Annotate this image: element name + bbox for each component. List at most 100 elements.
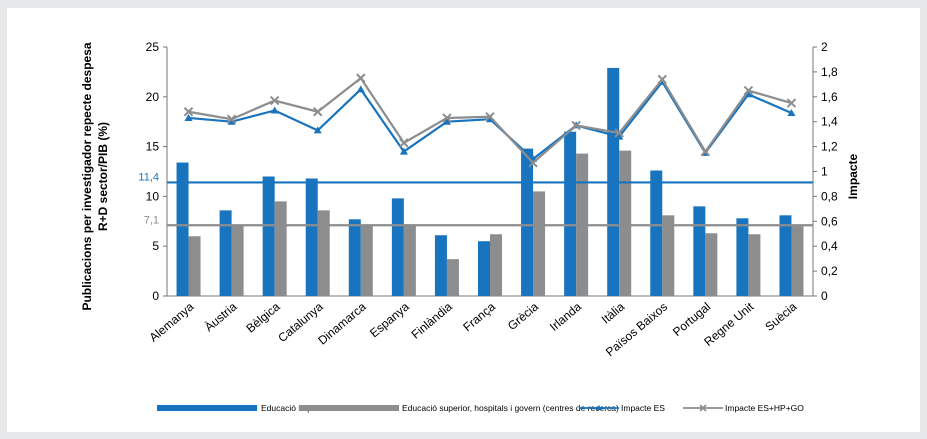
right-tick-label: 1,2 bbox=[821, 140, 838, 154]
marker-triangle bbox=[227, 117, 236, 125]
bar-es-hp-go bbox=[490, 234, 502, 296]
legend: Educació superior Educació superior, hosp… bbox=[157, 403, 804, 413]
right-tick-label: 2 bbox=[821, 40, 828, 54]
category-label: Espanya bbox=[367, 299, 412, 340]
category-label: França bbox=[460, 299, 498, 334]
marker-x bbox=[442, 113, 452, 123]
marker-x bbox=[700, 146, 711, 157]
bar-es-hp-go bbox=[705, 233, 718, 296]
bar-educacio-superior bbox=[779, 215, 792, 296]
bar-educacio-superior bbox=[478, 241, 490, 296]
marker-x bbox=[571, 120, 581, 131]
left-tick-label: 25 bbox=[146, 40, 160, 54]
legend-marker-triangle bbox=[596, 405, 602, 410]
right-tick-label: 0,6 bbox=[821, 214, 838, 228]
marker-x bbox=[313, 107, 323, 117]
bar-educacio-superior bbox=[305, 178, 318, 296]
bar-educacio-superior bbox=[434, 235, 447, 296]
bar-es-hp-go bbox=[662, 215, 675, 296]
reference-line-label: 11,4 bbox=[138, 171, 159, 183]
axis-labels: Alemanya Àustria BèlgicaCatalunyaDinamarca… bbox=[80, 42, 860, 359]
left-tick-label: 5 bbox=[152, 239, 159, 253]
bar-educacio-superior bbox=[348, 219, 361, 296]
bar-es-hp-go bbox=[360, 225, 373, 296]
right-tick-label: 0,2 bbox=[821, 264, 838, 278]
marker-x bbox=[356, 73, 366, 83]
bar-educacio-superior bbox=[219, 210, 232, 296]
bar-educacio-superior bbox=[693, 206, 706, 296]
left-tick-label: 15 bbox=[146, 140, 160, 154]
marker-x bbox=[485, 112, 495, 122]
marker-triangle bbox=[787, 108, 796, 116]
bar-es-hp-go bbox=[446, 259, 459, 296]
marker-triangle bbox=[615, 132, 624, 140]
marker-triangle bbox=[356, 85, 365, 93]
marker-triangle bbox=[399, 147, 408, 155]
right-tick-label: 1,8 bbox=[821, 65, 838, 79]
bar-educacio-superior bbox=[176, 162, 189, 296]
bar-educacio-superior bbox=[521, 148, 534, 296]
marker-x bbox=[786, 98, 797, 108]
marker-triangle bbox=[313, 126, 322, 134]
marker-x bbox=[614, 128, 624, 138]
legend-label-impacte-es-hp-go: Impacte ES+HP+GO bbox=[725, 403, 804, 413]
bar-es-hp-go bbox=[188, 236, 201, 296]
right-tick-label: 0,8 bbox=[821, 189, 838, 203]
marker-x bbox=[399, 138, 409, 148]
bar-es-hp-go bbox=[533, 191, 546, 296]
category-label: Irlanda bbox=[547, 299, 584, 334]
bar-educacio-superior bbox=[262, 176, 275, 296]
bar-educacio-superior bbox=[736, 218, 749, 296]
legend-swatch-educacio-superior bbox=[157, 405, 257, 411]
reference-lines: 11,4 7,1 bbox=[138, 171, 813, 227]
combo-chart: 0 5 10 15 20 25 0 0,2 0,4 0,6 0,8 1 1,2 1,4 1,6 1,8 2 11… bbox=[80, 40, 860, 413]
marker-x bbox=[528, 158, 538, 168]
bar-educacio-superior bbox=[650, 170, 663, 296]
bar-es-hp-go bbox=[791, 226, 804, 296]
reference-line-label: 7,1 bbox=[144, 214, 159, 226]
chart-panel: 0 5 10 15 20 25 0 0,2 0,4 0,6 0,8 1 1,2 1,4 1,6 1,8 2 11… bbox=[7, 8, 920, 432]
legend-label-impacte-es: Impacte ES bbox=[621, 403, 665, 413]
category-label: Alemanya bbox=[147, 299, 197, 344]
left-tick-label: 0 bbox=[152, 289, 159, 303]
marker-triangle bbox=[184, 113, 193, 121]
legend-swatch-es-hp-go bbox=[299, 405, 399, 411]
y-axis-title-left: Publicacions per investigador repecte de… bbox=[80, 42, 94, 310]
marker-x bbox=[743, 85, 754, 96]
bar-es-hp-go bbox=[748, 234, 761, 296]
marker-x bbox=[269, 95, 280, 106]
impact-lines bbox=[183, 73, 797, 168]
category-label: Bèlgica bbox=[243, 299, 282, 335]
marker-x bbox=[183, 107, 194, 117]
right-tick-label: 1,4 bbox=[821, 115, 838, 129]
category-label: Itàlia bbox=[599, 299, 628, 326]
bar-educacio-superior bbox=[564, 131, 577, 296]
category-label: Finlàndia bbox=[409, 299, 456, 341]
left-tick-label: 10 bbox=[146, 189, 160, 203]
bar-es-hp-go bbox=[317, 210, 330, 296]
right-tick-label: 0 bbox=[821, 289, 828, 303]
y-axis-title-left-line2: R+D sector/PIB (%) bbox=[96, 122, 110, 231]
legend-label-educacio-superior: Educació superior bbox=[261, 403, 329, 413]
category-label: Suècia bbox=[762, 299, 799, 334]
bar-es-hp-go bbox=[403, 224, 416, 296]
right-tick-label: 1 bbox=[821, 165, 828, 179]
right-tick-label: 1,6 bbox=[821, 90, 838, 104]
left-tick-label: 20 bbox=[146, 90, 160, 104]
category-label: Dinamarca bbox=[315, 299, 369, 347]
right-tick-label: 0,4 bbox=[821, 239, 838, 253]
bar-es-hp-go bbox=[619, 150, 632, 296]
bar-es-hp-go bbox=[274, 201, 287, 296]
marker-triangle bbox=[270, 106, 279, 114]
category-label: Àustria bbox=[201, 299, 240, 335]
bars bbox=[176, 67, 804, 296]
marker-x bbox=[657, 74, 667, 85]
marker-x bbox=[226, 114, 237, 124]
legend-marker-x bbox=[699, 404, 707, 412]
marker-triangle bbox=[744, 90, 753, 98]
y-axis-title-right: Impacte bbox=[846, 154, 860, 200]
marker-triangle bbox=[442, 117, 451, 125]
bar-educacio-superior bbox=[391, 198, 404, 296]
legend-label-es-hp-go: Educació superior, hospitals i govern (c… bbox=[402, 403, 619, 413]
category-label: Grècia bbox=[505, 299, 541, 333]
